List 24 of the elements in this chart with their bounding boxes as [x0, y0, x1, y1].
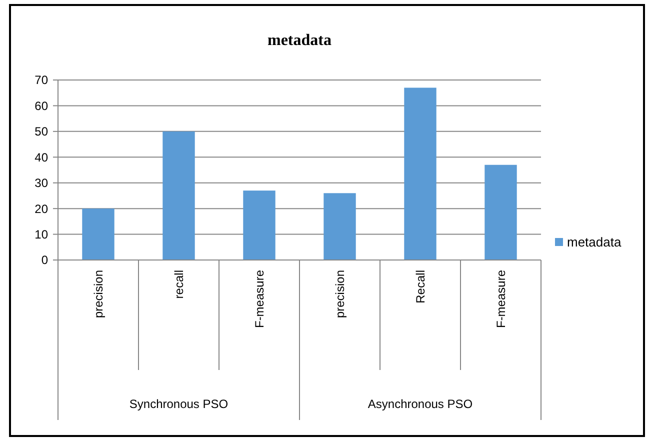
text: Asynchronous PSO [368, 397, 473, 411]
y-tick-label: 30 [34, 176, 48, 190]
bar [484, 164, 517, 260]
x-tick-label: F-measure [252, 270, 266, 328]
bar [243, 190, 276, 260]
y-tick-label: 40 [34, 150, 48, 164]
text: Synchronous PSO [129, 397, 228, 411]
x-tick-label: F-measure [494, 270, 508, 328]
legend-label: metadata [567, 234, 622, 250]
y-tick-label: 60 [34, 98, 48, 113]
x-tick-label: precision [332, 270, 347, 318]
x-tick-label: recall [172, 270, 186, 299]
y-tick-label: 50 [34, 124, 48, 139]
y-tick-label: 0 [41, 253, 48, 268]
x-tick-label: precision [91, 270, 106, 318]
chart-title: metadata [268, 32, 332, 49]
bar [324, 193, 356, 260]
y-tick-label: 20 [34, 202, 48, 216]
bar [82, 208, 114, 260]
bar [404, 88, 436, 260]
y-tick-label: 10 [34, 227, 48, 242]
y-tick-label: 70 [34, 73, 48, 88]
bar [162, 131, 195, 260]
x-tick-label: Recall [413, 270, 428, 304]
